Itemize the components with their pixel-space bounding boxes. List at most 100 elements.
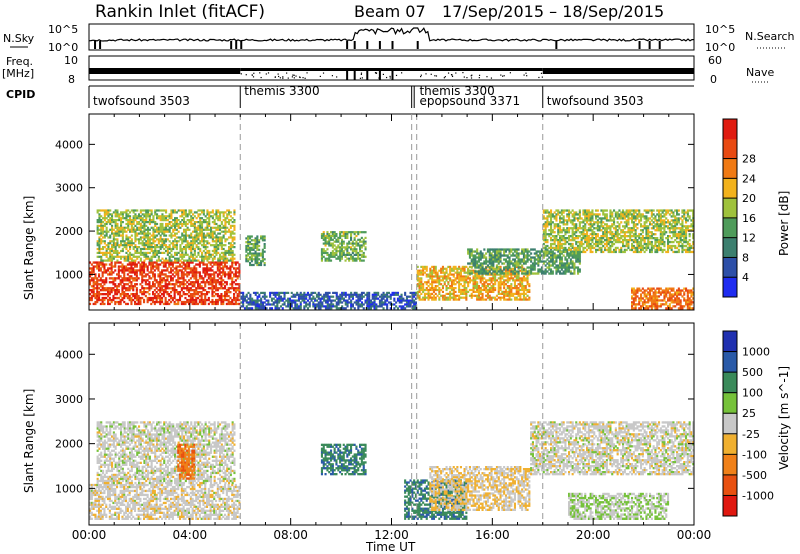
heatmap-cell-5 [432, 279, 435, 282]
heatmap-cell-4 [409, 305, 412, 308]
heatmap-cell-1 [188, 211, 191, 214]
heatmap-cell-1 [229, 251, 232, 254]
heatmap-cell-4 [319, 301, 322, 304]
heatmap-cell-5 [463, 296, 466, 299]
heatmap-cell-3 [350, 238, 353, 241]
heatmap-cell-1 [141, 240, 144, 243]
heatmap-cell-5 [452, 281, 455, 284]
heatmap-cell-6 [533, 266, 536, 269]
heatmap-cell-6 [492, 270, 495, 273]
heatmap-cell-6 [530, 248, 533, 251]
heatmap-cell-4 [310, 299, 313, 302]
heatmap-cell-1 [184, 230, 187, 233]
heatmap-cell-5 [422, 271, 425, 274]
heatmap-cell-1 [206, 255, 209, 258]
heatmap-cell-1 [186, 219, 189, 222]
heatmap-cell-4 [335, 295, 338, 298]
heatmap-cell-5 [515, 277, 518, 280]
heatmap-cell-6 [544, 250, 547, 253]
heatmap-cell-5 [418, 273, 421, 276]
heatmap-cell-7 [544, 227, 547, 230]
heatmap-cell-6 [578, 270, 581, 273]
heatmap-cell-3 [322, 231, 325, 234]
heatmap-cell-3 [357, 231, 360, 234]
heatmap-cell-0 [216, 267, 219, 270]
heatmap-cell-6 [575, 258, 578, 261]
heatmap-cell-1 [224, 249, 227, 253]
heatmap-cell-7 [559, 237, 562, 240]
heatmap-cell-5 [485, 267, 488, 270]
heatmap-cell-3 [350, 231, 353, 234]
heatmap-cell-1 [152, 240, 155, 243]
heatmap-cell-4 [386, 297, 389, 300]
heatmap-cell-0 [229, 269, 232, 272]
heatmap-cell-1 [165, 215, 168, 218]
heatmap-cell-5 [423, 281, 426, 284]
heatmap-cell-0 [175, 267, 178, 270]
heatmap-cell-1 [233, 257, 236, 260]
heatmap-cell-5 [445, 296, 448, 299]
heatmap-cell-0 [227, 289, 230, 292]
heatmap-cell-5 [440, 279, 443, 282]
heatmap-cell-0 [98, 294, 101, 298]
heatmap-cell-6 [508, 256, 511, 259]
heatmap-cell-4 [342, 291, 345, 294]
heatmap-cell-1 [208, 213, 211, 216]
heatmap-cell-1 [206, 257, 209, 260]
heatmap-cell-6 [495, 250, 498, 253]
heatmap-cell-1 [190, 222, 193, 226]
heatmap-cell-4 [310, 291, 313, 294]
heatmap-cell-0 [143, 271, 146, 274]
heatmap-cell-1 [192, 242, 195, 245]
heatmap-cell-0 [116, 261, 119, 264]
heatmap-cell-0 [123, 271, 126, 274]
heatmap-cell-1 [199, 228, 202, 231]
heatmap-cell-6 [499, 268, 502, 271]
heatmap-cell-2 [261, 256, 264, 259]
heatmap-cell-1 [168, 234, 171, 237]
station-title: Rankin Inlet (fitACF) [95, 2, 265, 22]
heatmap-cell-7 [559, 219, 562, 222]
heatmap-cell-6 [573, 262, 576, 265]
heatmap-cell-3 [344, 233, 347, 236]
heatmap-cell-4 [386, 303, 389, 306]
heatmap-cell-2 [252, 263, 255, 267]
heatmap-cell-0 [141, 271, 144, 274]
heatmap-cell-3 [342, 250, 345, 253]
heatmap-cell-1 [165, 246, 168, 249]
heatmap-cell-0 [96, 265, 99, 268]
heatmap-cell-0 [128, 267, 131, 270]
heatmap-cell-0 [209, 261, 212, 264]
heatmap-cell-1 [229, 246, 232, 249]
heatmap-cell-5 [486, 290, 489, 293]
heatmap-cell-5 [445, 287, 448, 290]
heatmap-cell-1 [109, 249, 112, 253]
heatmap-cell-1 [112, 234, 115, 237]
heatmap-cell-4 [413, 295, 416, 298]
heatmap-cell-0 [207, 275, 210, 278]
heatmap-cell-1 [168, 255, 171, 258]
heatmap-cell-3 [322, 238, 325, 241]
heatmap-cell-0 [220, 283, 223, 286]
heatmap-cell-5 [495, 294, 498, 297]
heatmap-cell-1 [202, 242, 205, 245]
heatmap-cell-0 [173, 296, 176, 300]
heatmap-cell-1 [154, 211, 157, 214]
heatmap-cell-4 [252, 301, 255, 304]
heatmap-cell-0 [116, 285, 119, 288]
heatmap-cell-0 [220, 281, 223, 284]
heatmap-cell-6 [517, 262, 520, 265]
heatmap-cell-1 [181, 209, 184, 212]
heatmap-cell-1 [109, 209, 112, 212]
heatmap-cell-7 [553, 217, 556, 220]
heatmap-cell-5 [481, 294, 484, 297]
heatmap-cell-1 [211, 259, 214, 262]
heatmap-cell-0 [216, 281, 219, 284]
nave-dot [286, 72, 288, 74]
heatmap-cell-0 [204, 293, 207, 296]
heatmap-cell-1 [132, 211, 135, 214]
heatmap-cell-5 [420, 298, 423, 301]
heatmap-cell-5 [485, 298, 488, 301]
heatmap-cell-6 [494, 248, 497, 251]
heatmap-cell-4 [373, 295, 376, 298]
